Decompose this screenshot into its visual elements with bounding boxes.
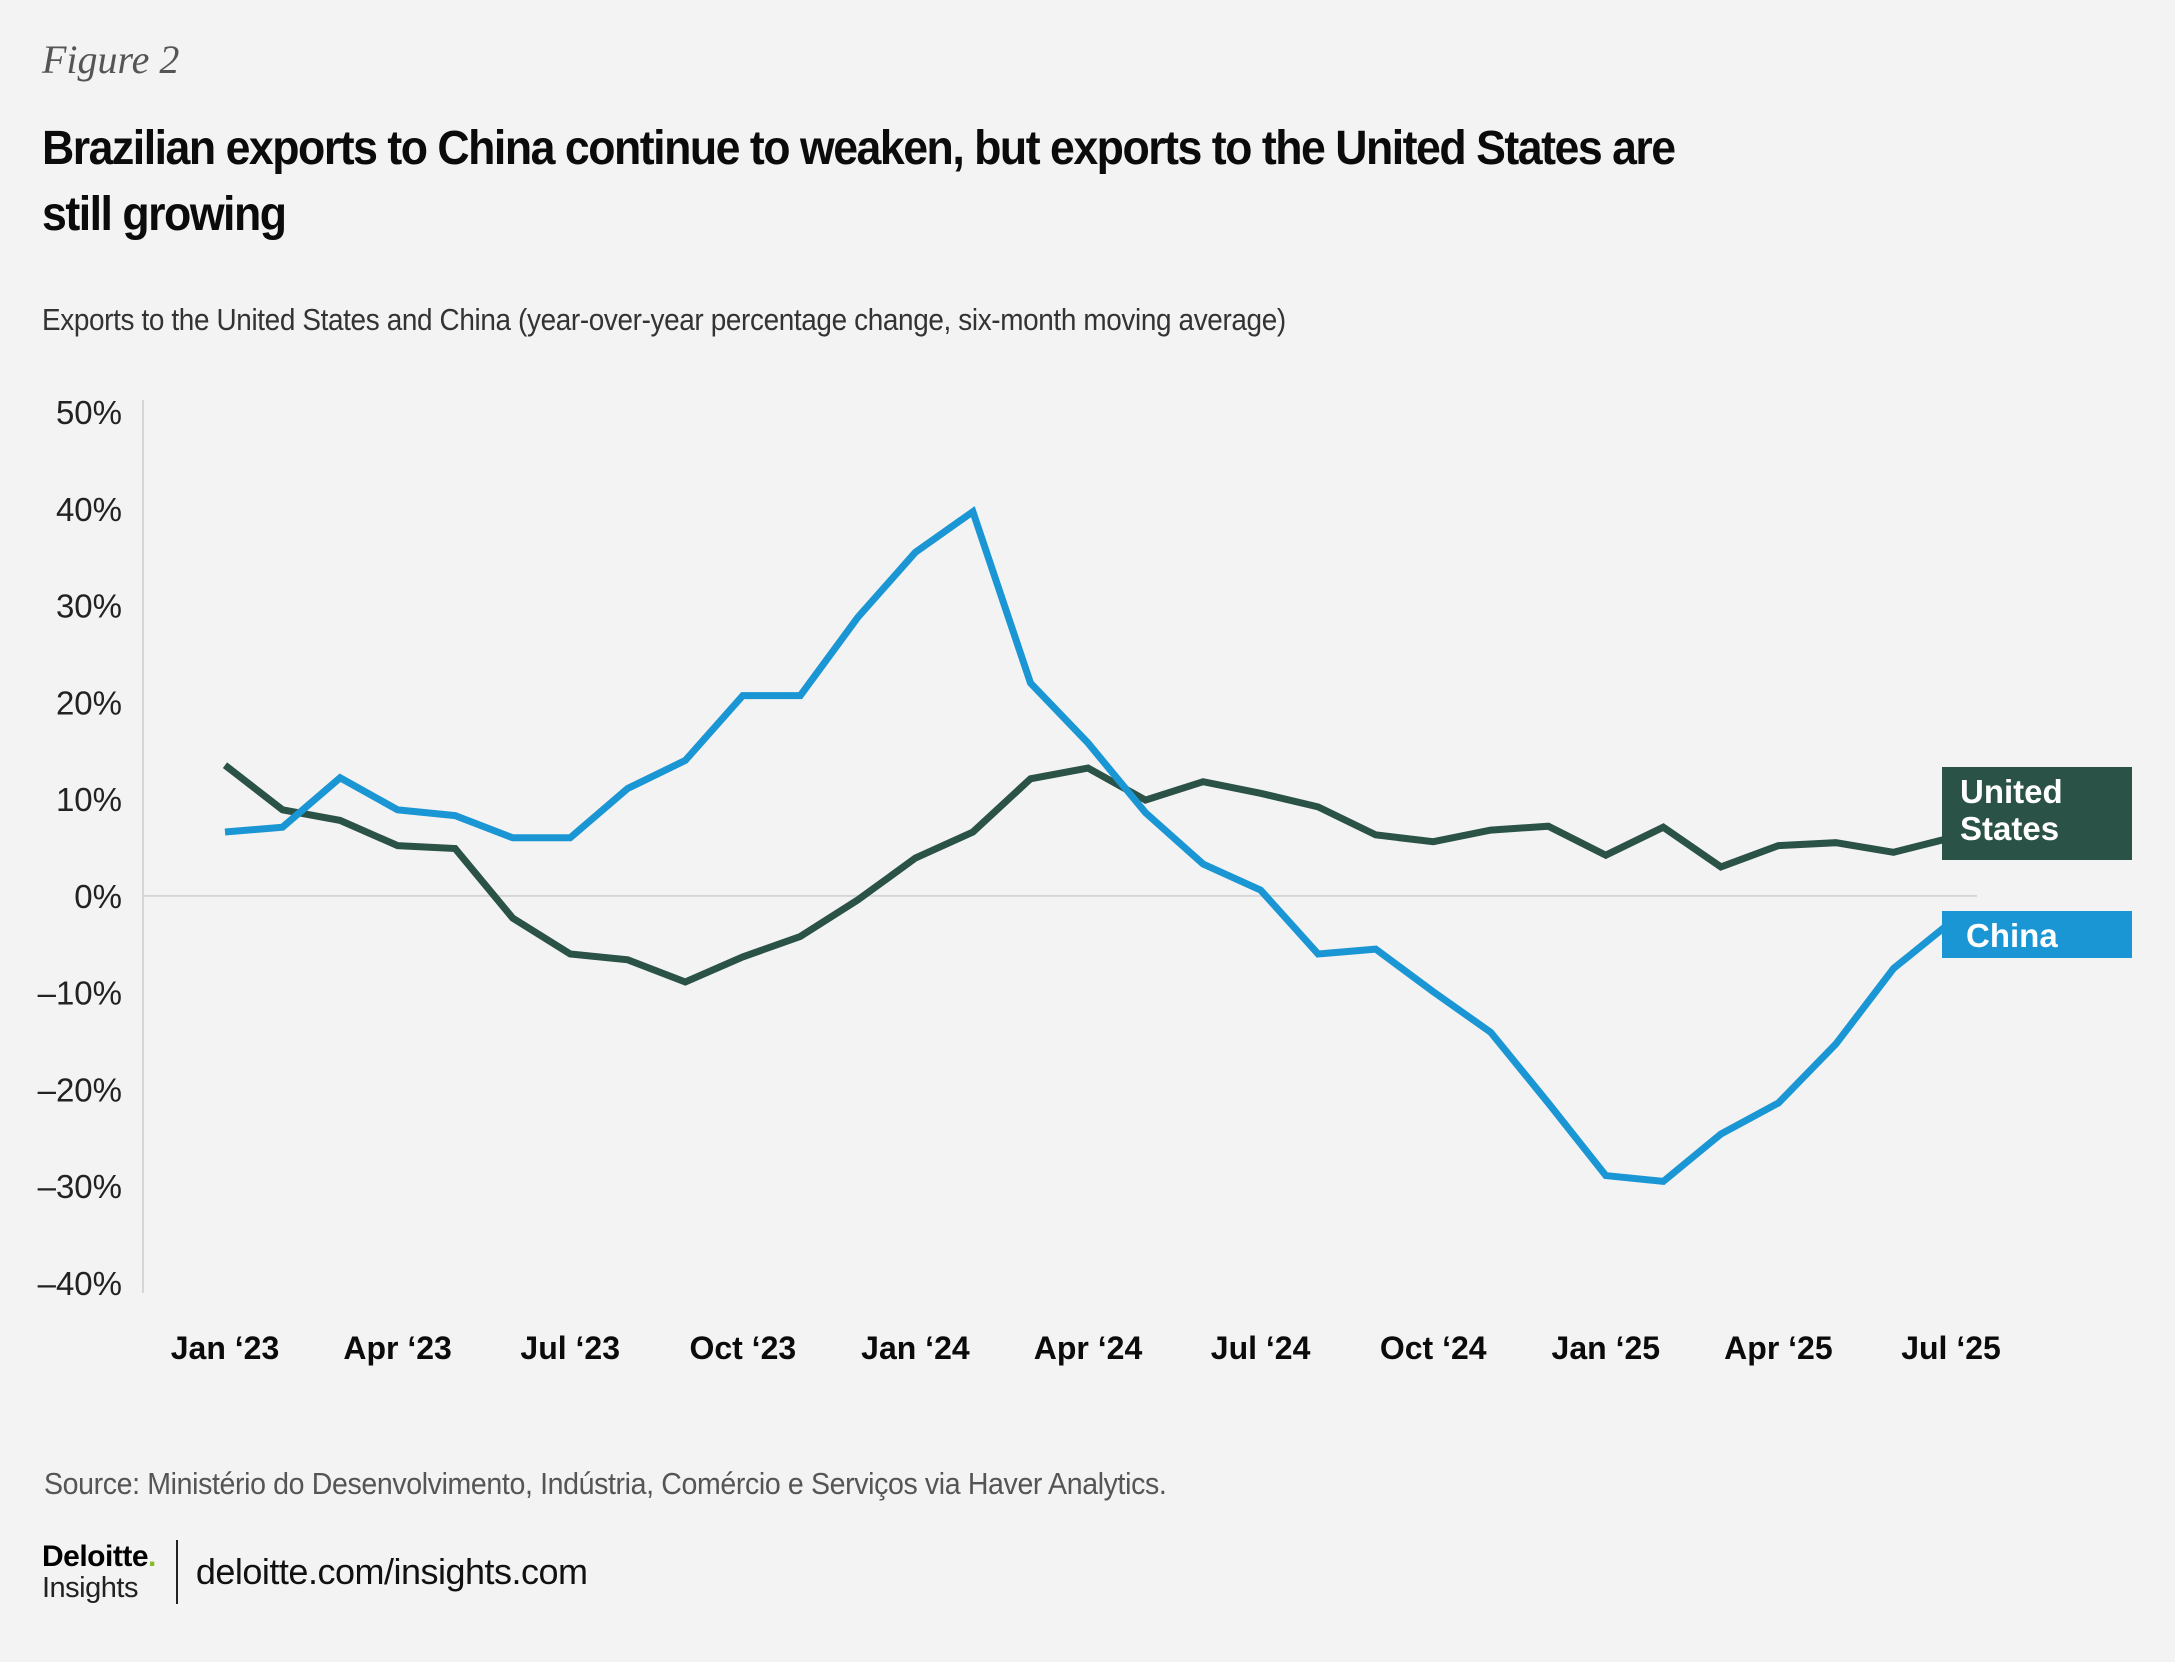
y-tick-label: 30% (56, 588, 122, 625)
x-tick-label: Jan ‘25 (1552, 1330, 1661, 1366)
chart-title-line-2: still growing (42, 188, 287, 241)
x-tick-label: Jul ‘23 (520, 1330, 620, 1366)
logo-wordmark: Deloitte. (42, 1539, 156, 1573)
y-tick-label: 10% (56, 781, 122, 818)
y-tick-label: –40% (38, 1265, 122, 1302)
series-line-united-states (222, 762, 1952, 986)
x-tick-label: Jan ‘24 (861, 1330, 970, 1366)
logo-wordmark-text: Deloitte (42, 1539, 149, 1573)
y-tick-label: –20% (38, 1071, 122, 1108)
x-axis-ticks: Jan ‘23 Apr ‘23 Jul ‘23 Oct ‘23 Jan ‘24 Apr ‘… (171, 1330, 2001, 1366)
series-label-china: China (1942, 911, 2132, 958)
logo-green-dot: . (148, 1539, 156, 1573)
y-tick-label: –10% (38, 975, 122, 1012)
axes (142, 400, 1977, 1293)
x-tick-label: Apr ‘23 (343, 1330, 451, 1366)
x-tick-label: Oct ‘24 (1380, 1330, 1487, 1366)
x-tick-label: Jul ‘25 (1901, 1330, 2001, 1366)
series-label-box (1942, 911, 2132, 958)
series-label-box (1942, 767, 2132, 860)
chart-title-line-1: Brazilian exports to China continue to w… (42, 122, 1676, 175)
footer-url-link[interactable]: deloitte.com/insights.com (195, 1551, 588, 1592)
deloitte-insights-logo: Deloitte. Insights (42, 1539, 156, 1604)
y-tick-label: 0% (74, 878, 122, 915)
chart-subtitle: Exports to the United States and China (… (42, 302, 1286, 337)
y-tick-label: 20% (56, 684, 122, 721)
series-label-text: States (1960, 810, 2059, 847)
y-tick-label: –30% (38, 1168, 122, 1205)
source-note: Source: Ministério do Desenvolvimento, I… (44, 1466, 1167, 1501)
logo-subtitle: Insights (42, 1571, 138, 1604)
y-tick-label: 40% (56, 491, 122, 528)
footer-divider (175, 1540, 178, 1604)
series-label-text: United (1960, 773, 2063, 810)
series-lines (222, 506, 1954, 1186)
x-tick-label: Jul ‘24 (1211, 1330, 1311, 1366)
y-axis-ticks: 50% 40% 30% 20% 10% 0% –10% –20% –30% –40% (38, 394, 122, 1302)
y-tick-label: 50% (56, 394, 122, 431)
x-tick-label: Oct ‘23 (689, 1330, 796, 1366)
x-tick-label: Apr ‘25 (1724, 1330, 1832, 1366)
x-tick-label: Jan ‘23 (171, 1330, 280, 1366)
x-tick-label: Apr ‘24 (1034, 1330, 1143, 1366)
series-line-china (224, 506, 1954, 1186)
chart-title: Brazilian exports to China continue to w… (42, 116, 1883, 248)
series-label-text: China (1966, 917, 2058, 954)
footer: Deloitte. Insights deloitte.com/insights… (42, 1540, 588, 1604)
figure-label: Figure 2 (42, 37, 180, 82)
